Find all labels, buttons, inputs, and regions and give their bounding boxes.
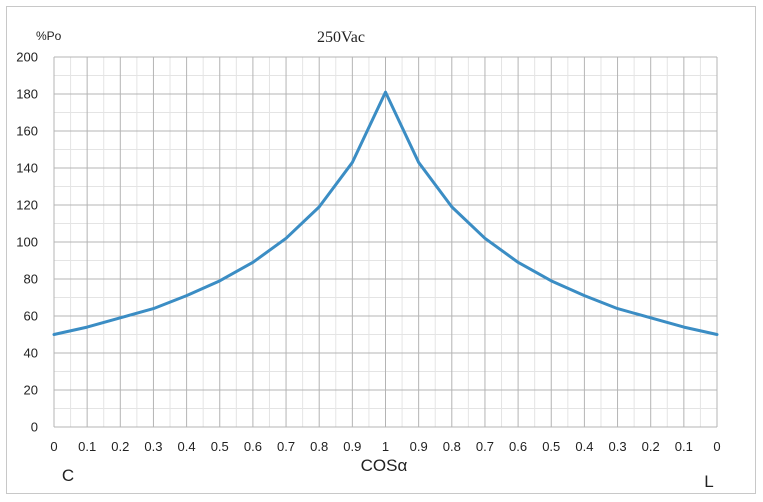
y-tick-label: 80 — [24, 272, 38, 287]
y-tick-labels: 0 20 40 60 80 100 120 140 160 180 200 — [16, 50, 38, 435]
y-axis-label: %Po — [36, 29, 62, 43]
x-tick-label: 0.2 — [111, 439, 129, 454]
x-tick-label: 0.9 — [343, 439, 361, 454]
y-tick-label: 20 — [24, 383, 38, 398]
x-tick-label: 1 — [382, 439, 389, 454]
grid — [53, 56, 718, 428]
x-tick-labels: 0 0.1 0.2 0.3 0.4 0.5 0.6 0.7 0.8 0.9 1 0.9 0.8 0.7 0.… — [50, 439, 720, 454]
x-tick-label: 0 — [50, 439, 57, 454]
x-tick-label: 0.9 — [410, 439, 428, 454]
chart-title: 250Vac — [317, 29, 365, 46]
x-tick-label: 0.6 — [244, 439, 262, 454]
x-tick-label: 0.4 — [178, 439, 196, 454]
y-tick-label: 100 — [16, 235, 38, 250]
y-tick-label: 160 — [16, 124, 38, 139]
x-tick-label: 0.8 — [310, 439, 328, 454]
x-tick-label: 0.5 — [542, 439, 560, 454]
x-tick-label: 0.2 — [642, 439, 660, 454]
x-tick-label: 0.3 — [144, 439, 162, 454]
x-tick-label: 0.7 — [476, 439, 494, 454]
chart-frame — [6, 6, 756, 494]
y-tick-label: 200 — [16, 50, 38, 65]
x-axis-label: COSα — [361, 456, 408, 475]
capacitive-end-label: C — [62, 466, 74, 485]
x-tick-label: 0.7 — [277, 439, 295, 454]
y-tick-label: 60 — [24, 309, 38, 324]
y-tick-label: 140 — [16, 161, 38, 176]
y-tick-label: 0 — [31, 420, 38, 435]
x-tick-label: 0.5 — [211, 439, 229, 454]
x-tick-label: 0.4 — [575, 439, 593, 454]
x-tick-label: 0.8 — [443, 439, 461, 454]
x-tick-label: 0.1 — [675, 439, 693, 454]
x-tick-label: 0.1 — [78, 439, 96, 454]
y-tick-label: 40 — [24, 346, 38, 361]
x-tick-label: 0 — [713, 439, 720, 454]
x-tick-label: 0.6 — [509, 439, 527, 454]
series-line — [52, 90, 719, 336]
x-tick-label: 0.3 — [609, 439, 627, 454]
inductive-end-label: L — [704, 472, 713, 491]
series-layer — [52, 90, 719, 336]
y-tick-label: 180 — [16, 87, 38, 102]
y-tick-label: 120 — [16, 198, 38, 213]
